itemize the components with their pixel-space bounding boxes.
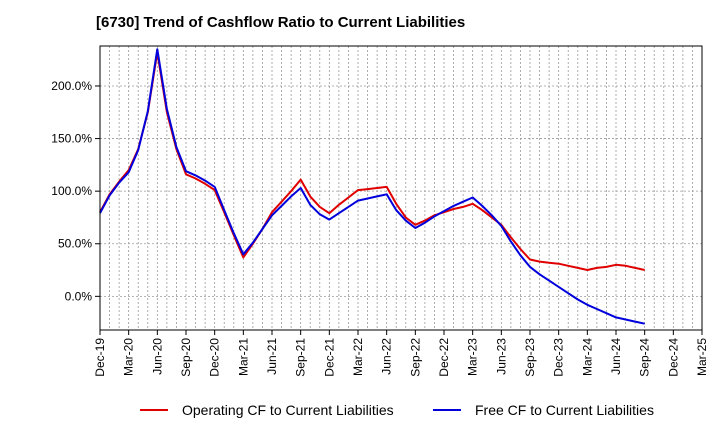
series-line-operating-cf: [99, 51, 645, 271]
x-tick-label: Sep-23: [523, 338, 537, 377]
legend-item-operating-cf: Operating CF to Current Liabilities: [140, 402, 394, 418]
y-tick-label: 50.0%: [58, 237, 92, 251]
legend-label-free-cf: Free CF to Current Liabilities: [475, 402, 654, 418]
x-tick-label: Mar-23: [466, 338, 480, 376]
cashflow-ratio-chart: 0.0% 50.0% 100.0% 150.0% 200.0% Dec-19 Mar-20…: [51, 45, 709, 377]
legend-item-free-cf: Free CF to Current Liabilities: [433, 402, 654, 418]
y-tick-label: 150.0%: [51, 132, 92, 146]
x-tick-label: Jun-24: [609, 338, 623, 375]
grid-lines: [99, 46, 703, 330]
legend: Operating CF to Current Liabilities Free…: [0, 402, 720, 426]
x-tick-label: Dec-23: [552, 338, 566, 377]
x-tick-label: Mar-25: [695, 338, 709, 376]
plot-frame: [99, 45, 703, 331]
x-tick-label: Sep-20: [179, 338, 193, 377]
x-tick-label: Sep-22: [408, 338, 422, 377]
series-line-free-cf: [99, 48, 645, 325]
x-tick-label: Dec-20: [208, 338, 222, 377]
y-tick-label: 100.0%: [51, 184, 92, 198]
x-tick-label: Sep-24: [638, 338, 652, 377]
legend-swatch-operating-cf: [140, 409, 168, 411]
x-tick-label: Jun-22: [380, 338, 394, 375]
legend-label-operating-cf: Operating CF to Current Liabilities: [182, 402, 394, 418]
x-tick-label: Mar-22: [351, 338, 365, 376]
x-tick-label: Jun-20: [150, 338, 164, 375]
x-tick-label: Dec-21: [322, 338, 336, 377]
x-tick-label: Sep-21: [294, 338, 308, 377]
series-lines: [99, 48, 645, 325]
x-tick-label: Mar-20: [122, 338, 136, 376]
x-tick-label: Mar-21: [236, 338, 250, 376]
y-tick-label: 0.0%: [65, 289, 93, 303]
x-tick-label: Jun-21: [265, 338, 279, 375]
x-axis: Dec-19 Mar-20 Jun-20 Sep-20 Dec-20 Mar-21 Jun-…: [93, 330, 709, 377]
y-axis: 0.0% 50.0% 100.0% 150.0% 200.0%: [51, 79, 100, 303]
x-tick-label: Jun-23: [494, 338, 508, 375]
x-tick-label: Dec-24: [666, 338, 680, 377]
chart-title: [6730] Trend of Cashflow Ratio to Curren…: [96, 14, 466, 31]
plot-area: [100, 46, 702, 330]
legend-swatch-free-cf: [433, 409, 461, 411]
x-tick-label: Dec-22: [437, 338, 451, 377]
y-tick-label: 200.0%: [51, 79, 92, 93]
x-tick-label: Mar-24: [580, 338, 594, 376]
x-tick-label: Dec-19: [93, 338, 107, 377]
